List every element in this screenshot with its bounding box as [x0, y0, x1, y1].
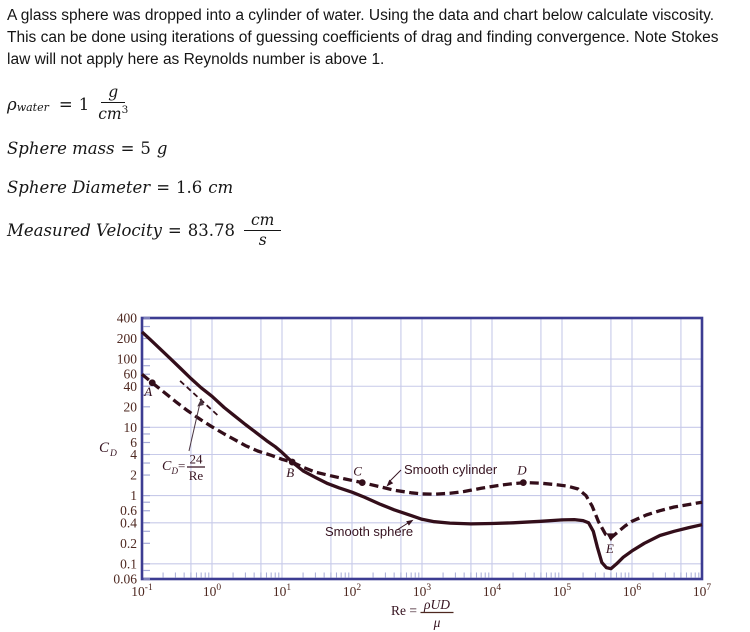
y-tick-label: 0.1 — [120, 556, 137, 571]
y-tick-label: 6 — [130, 435, 137, 450]
grid-lines — [142, 318, 702, 579]
point-marker-D — [519, 479, 527, 487]
y-tick-label: 1 — [130, 488, 137, 503]
y-tick-label: 100 — [117, 352, 138, 367]
y-tick-label: 2 — [130, 468, 137, 483]
x-tick-label: 103 — [413, 583, 432, 599]
equation-mass: Sphere mass = 5 g — [7, 139, 167, 158]
mass-unit: g — [156, 139, 168, 158]
point-marker-B — [288, 458, 296, 466]
y-tick-label: 60 — [124, 367, 138, 382]
y-tick-label: 400 — [117, 311, 138, 326]
plot-frame — [140, 316, 704, 581]
axis-minor-ticks — [143, 317, 700, 580]
stokes-annotation-arrowhead — [197, 398, 204, 407]
curve-solid — [140, 330, 703, 571]
density-value: 1 — [78, 94, 90, 114]
point-label-D: D — [516, 463, 527, 478]
y-tick-label: 20 — [124, 399, 138, 414]
stokes-annotation-arrow-line — [188, 402, 201, 452]
x-tick-label: 107 — [693, 583, 712, 599]
equation-density: ρ water = 1 g cm3 — [7, 83, 129, 124]
stokes-annotation-numerator: 24 — [190, 452, 204, 467]
velocity-name: Measured Velocity — [7, 221, 162, 241]
rho-symbol: ρ — [7, 94, 17, 114]
point-label-B: B — [286, 465, 294, 480]
problem-statement: A glass sphere was dropped into a cylind… — [7, 5, 749, 71]
diameter-name: Sphere Diameter — [7, 178, 151, 197]
problem-line-3: law will not apply here as Reynolds numb… — [7, 51, 385, 68]
y-tick-label: 0.4 — [120, 515, 137, 530]
point-markers — [148, 379, 616, 542]
y-tick-label: 10 — [124, 420, 138, 435]
smooth-sphere-arrow-line — [396, 522, 409, 531]
y-tick-label: 40 — [124, 379, 138, 394]
diameter-value: 1.6 — [176, 178, 203, 197]
equation-diameter: Sphere Diameter = 1.6 cm — [7, 178, 233, 197]
equation-velocity: Measured Velocity = 83.78 cm s — [7, 211, 282, 250]
x-tick-label: 104 — [483, 583, 502, 599]
stokes-annotation-cd: C — [162, 459, 172, 474]
smooth-cylinder-arrow-line — [388, 469, 402, 483]
point-marker-A — [148, 379, 156, 387]
y-axis-title: C — [99, 440, 110, 456]
point-label-E: E — [605, 541, 614, 556]
diameter-equals: = — [156, 178, 171, 197]
density-unit-exp: 3 — [121, 104, 129, 117]
problem-line-2: This can be done using iterations of gue… — [7, 29, 719, 46]
x-tick-label: 105 — [553, 583, 572, 599]
mass-equals: = — [120, 139, 135, 158]
mass-name: Sphere mass — [7, 139, 115, 158]
point-labels: AB C DE — [143, 384, 614, 556]
density-unit-fraction: g cm3 — [98, 83, 129, 124]
diameter-unit: cm — [208, 178, 234, 197]
stokes-annotation-equals: = — [178, 458, 185, 473]
density-equals: = — [58, 94, 73, 114]
velocity-unit-num: cm — [243, 211, 282, 232]
velocity-unit-fraction: cm s — [243, 211, 282, 250]
y-axis-title-sub: D — [109, 449, 117, 459]
drag-coefficient-chart: 10-1 100 101 102 103 104 105 106 107 40020010060… — [99, 311, 711, 631]
smooth-cylinder-label: Smooth cylinder — [404, 462, 498, 477]
point-marker-E — [606, 533, 616, 542]
point-marker-C — [358, 479, 366, 487]
velocity-equals: = — [167, 221, 182, 241]
x-tick-label: 106 — [623, 583, 642, 599]
problem-line-1: A glass sphere was dropped into a cylind… — [7, 7, 715, 24]
y-tick-label: 0.06 — [113, 572, 137, 587]
y-tick-label: 0.6 — [120, 503, 137, 518]
x-axis-title-denominator: μ — [433, 615, 441, 630]
point-label-A: A — [143, 384, 152, 399]
y-tick-label: 0.2 — [120, 536, 137, 551]
stokes-annotation-denominator: Re — [189, 468, 204, 483]
x-tick-label: 100 — [203, 583, 222, 599]
x-tick-label: 101 — [273, 583, 292, 599]
smooth-sphere-arrowhead — [406, 519, 414, 526]
velocity-value: 83.78 — [187, 221, 235, 241]
x-tick-labels: 10-1 100 101 102 103 104 105 106 107 — [131, 583, 711, 599]
stokes-annotation-cd-sub: D — [171, 466, 179, 476]
rho-subscript: water — [16, 100, 49, 114]
density-unit-den: cm — [98, 105, 122, 124]
smooth-sphere-label: Smooth sphere — [325, 524, 413, 539]
velocity-unit-den: s — [258, 231, 267, 250]
x-tick-label: 102 — [343, 583, 362, 599]
mass-value: 5 — [140, 139, 151, 158]
y-tick-label: 200 — [117, 331, 138, 346]
density-unit-num: g — [101, 83, 126, 104]
point-label-C: C — [353, 464, 362, 479]
x-tick-label: 10-1 — [131, 583, 153, 599]
x-axis-title-prefix: Re = — [391, 603, 417, 618]
x-axis-title-numerator: ρUD — [423, 597, 450, 612]
smooth-cylinder-arrowhead — [386, 479, 394, 487]
y-tick-label: 4 — [130, 447, 137, 462]
